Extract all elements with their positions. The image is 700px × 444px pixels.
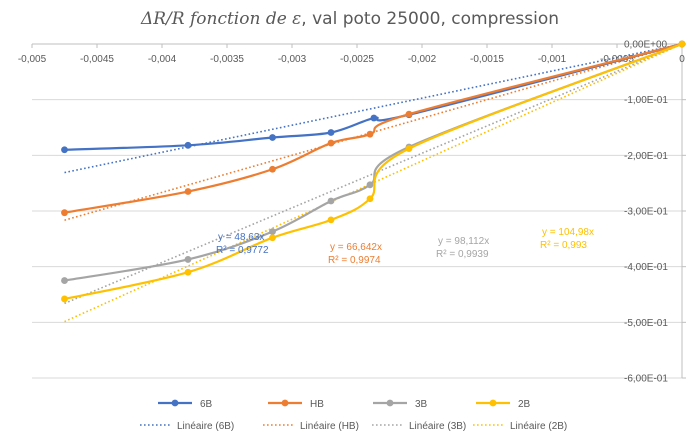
y-tick-label: -5,00E-01 (624, 318, 668, 329)
x-tick-label: -0,005 (18, 54, 47, 65)
legend: 6B Linéaire (6B) HB Linéaire (HB) 3B Linéaire… (140, 399, 567, 432)
legend-label-3b: 3B (415, 399, 428, 410)
legend-trend-label-2b: Linéaire (2B) (510, 421, 567, 432)
data-point-hb (405, 110, 413, 118)
data-point-2b (327, 216, 335, 224)
data-point-2b (269, 234, 276, 242)
x-tick-label: -0,0025 (340, 54, 374, 65)
data-point-3b (269, 228, 276, 235)
data-point-hb (366, 130, 374, 138)
data-point-2b (184, 268, 192, 276)
data-point-hb (327, 139, 335, 147)
trendline-r2-2b: R² = 0,993 (540, 240, 587, 251)
legend-trend-label-3b: Linéaire (3B) (409, 421, 466, 432)
y-tick-label: -3,00E-01 (624, 207, 668, 218)
y-tick-label: -1,00E-01 (624, 95, 668, 106)
data-point-2b (678, 40, 686, 48)
legend-label-hb: HB (310, 399, 324, 410)
series (61, 40, 686, 303)
trendline-2b (64, 43, 683, 323)
x-tick-label: 0 (679, 54, 685, 65)
data-point-6b (327, 129, 335, 136)
x-tick-label: -0,0045 (80, 54, 114, 65)
x-tick-label: -0,0035 (210, 54, 244, 65)
data-point-2b (61, 295, 68, 303)
y-tick-label: -2,00E-01 (624, 151, 668, 162)
data-point-2b (366, 195, 374, 203)
data-point-6b (184, 141, 192, 149)
legend-trend-label-6b: Linéaire (6B) (177, 421, 234, 432)
y-tick-label: 0,00E+00 (624, 40, 668, 51)
data-point-6b (269, 134, 276, 141)
x-tick-label: -0,001 (538, 54, 567, 65)
x-tick-label: -0,003 (278, 54, 307, 65)
trendline-r2-6b: R² = 0,9772 (216, 245, 269, 256)
data-point-hb (269, 165, 276, 173)
chart-title-part: , val poto 25000, compression (301, 9, 559, 29)
data-point-3b (184, 256, 192, 263)
x-tick-label: -0,0015 (470, 54, 504, 65)
legend-trend-label-hb: Linéaire (HB) (300, 421, 359, 432)
chart-title-part: ΔR/R (140, 9, 185, 29)
trendline-equation-2b: y = 104,98x (542, 227, 594, 238)
legend-marker-2b (489, 399, 497, 407)
legend-marker-6b (171, 399, 179, 407)
trendline-r2-3b: R² = 0,9939 (436, 249, 489, 260)
data-point-3b (327, 197, 335, 205)
chart-title: ΔR/R fonction de ε, val poto 25000, comp… (140, 9, 559, 29)
trendline-labels: y = 48,63x R² = 0,9772 y = 66,642x R² = 0,9… (216, 227, 594, 266)
data-point-6b (370, 114, 378, 122)
data-point-6b (61, 146, 68, 154)
x-tick-label: -0,004 (148, 54, 177, 65)
x-tick-label: -0,002 (408, 54, 437, 65)
grid (32, 99, 682, 379)
data-point-3b (366, 181, 374, 189)
trendline-equation-hb: y = 66,642x (330, 242, 382, 253)
trendline-r2-hb: R² = 0,9974 (328, 255, 381, 266)
y-tick-label: -4,00E-01 (624, 262, 668, 273)
data-point-hb (184, 188, 192, 195)
trendline-equation-3b: y = 98,112x (438, 236, 489, 247)
data-point-hb (61, 209, 68, 217)
legend-marker-3b (386, 399, 394, 407)
y-tick-label: -6,00E-01 (624, 374, 668, 385)
chart-title-part: fonction de ε (188, 9, 301, 29)
legend-marker-hb (281, 399, 289, 407)
data-point-3b (61, 277, 68, 284)
legend-label-6b: 6B (200, 399, 213, 410)
trendline-6b (64, 43, 683, 174)
legend-label-2b: 2B (518, 399, 531, 410)
trendline-equation-6b: y = 48,63x (218, 232, 264, 243)
data-point-2b (405, 145, 413, 153)
